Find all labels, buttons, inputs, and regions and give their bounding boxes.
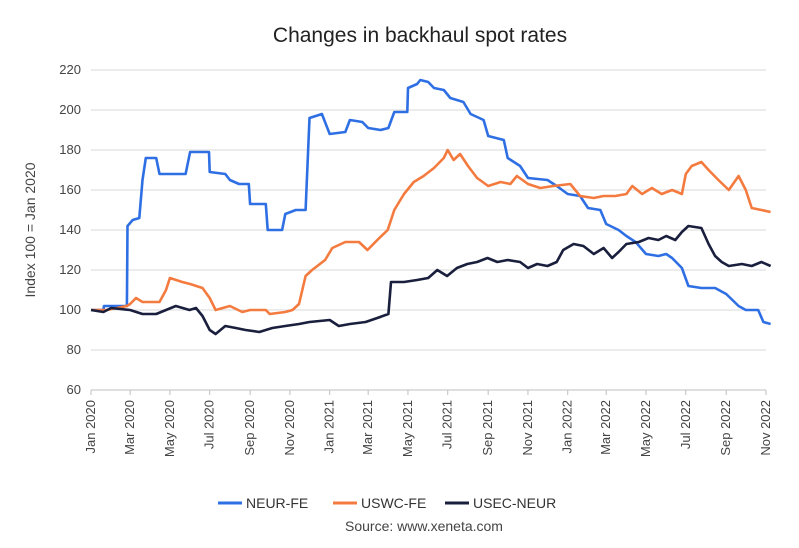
legend: NEUR-FE USWC-FE USEC-NEUR [218,495,556,511]
y-tick-label: 140 [59,222,81,237]
y-tick-label: 180 [59,142,81,157]
y-axis-label: Index 100 = Jan 2020 [22,162,38,297]
legend-label: NEUR-FE [246,495,308,511]
x-tick-label: Mar 2020 [122,400,137,455]
y-tick-label: 100 [59,302,81,317]
y-tick-label: 80 [67,342,81,357]
source-note: Source: www.xeneta.com [345,518,503,534]
y-tick-label: 120 [59,262,81,277]
x-tick-label: May 2020 [162,400,177,457]
x-tick-label: Jan 2022 [560,400,575,454]
x-tick-label: Nov 2020 [282,400,297,456]
y-tick-label: 160 [59,182,81,197]
series-line-usec-neur [90,224,772,336]
series-line-neur-fe [91,78,771,326]
x-tick-label: Nov 2021 [520,400,535,456]
y-tick-label: 200 [59,102,81,117]
grid-lines [91,69,766,351]
x-tick-label: Sep 2021 [480,400,495,456]
legend-label: USEC-NEUR [473,495,556,511]
x-tick-label: Jan 2021 [322,400,337,454]
x-tick-label: Jul 2022 [678,400,693,449]
x-tick-label: Sep 2020 [242,400,257,456]
y-tick-label: 220 [59,62,81,77]
x-tick-label: Mar 2022 [598,400,613,455]
y-tick-label: 60 [67,382,81,397]
x-tick-label: Jul 2020 [202,400,217,449]
x-tick-label: Nov 2022 [758,400,773,456]
x-tick-label: Mar 2021 [360,400,375,455]
legend-label: USWC-FE [361,495,426,511]
series-lines [90,78,772,336]
y-axis-ticks: 60 80 100 120 140 160 180 200 220 [59,62,81,397]
series-line-uswc-fe [91,148,771,316]
x-axis-ticks: Jan 2020 Mar 2020 May 2020 Jul 2020 Sep 2020… [83,390,773,457]
x-tick-label: May 2022 [638,400,653,457]
x-tick-label: May 2021 [400,400,415,457]
x-tick-label: Sep 2022 [718,400,733,456]
x-tick-label: Jul 2021 [440,400,455,449]
chart-title: Changes in backhaul spot rates [273,24,567,47]
x-tick-label: Jan 2020 [83,400,98,454]
